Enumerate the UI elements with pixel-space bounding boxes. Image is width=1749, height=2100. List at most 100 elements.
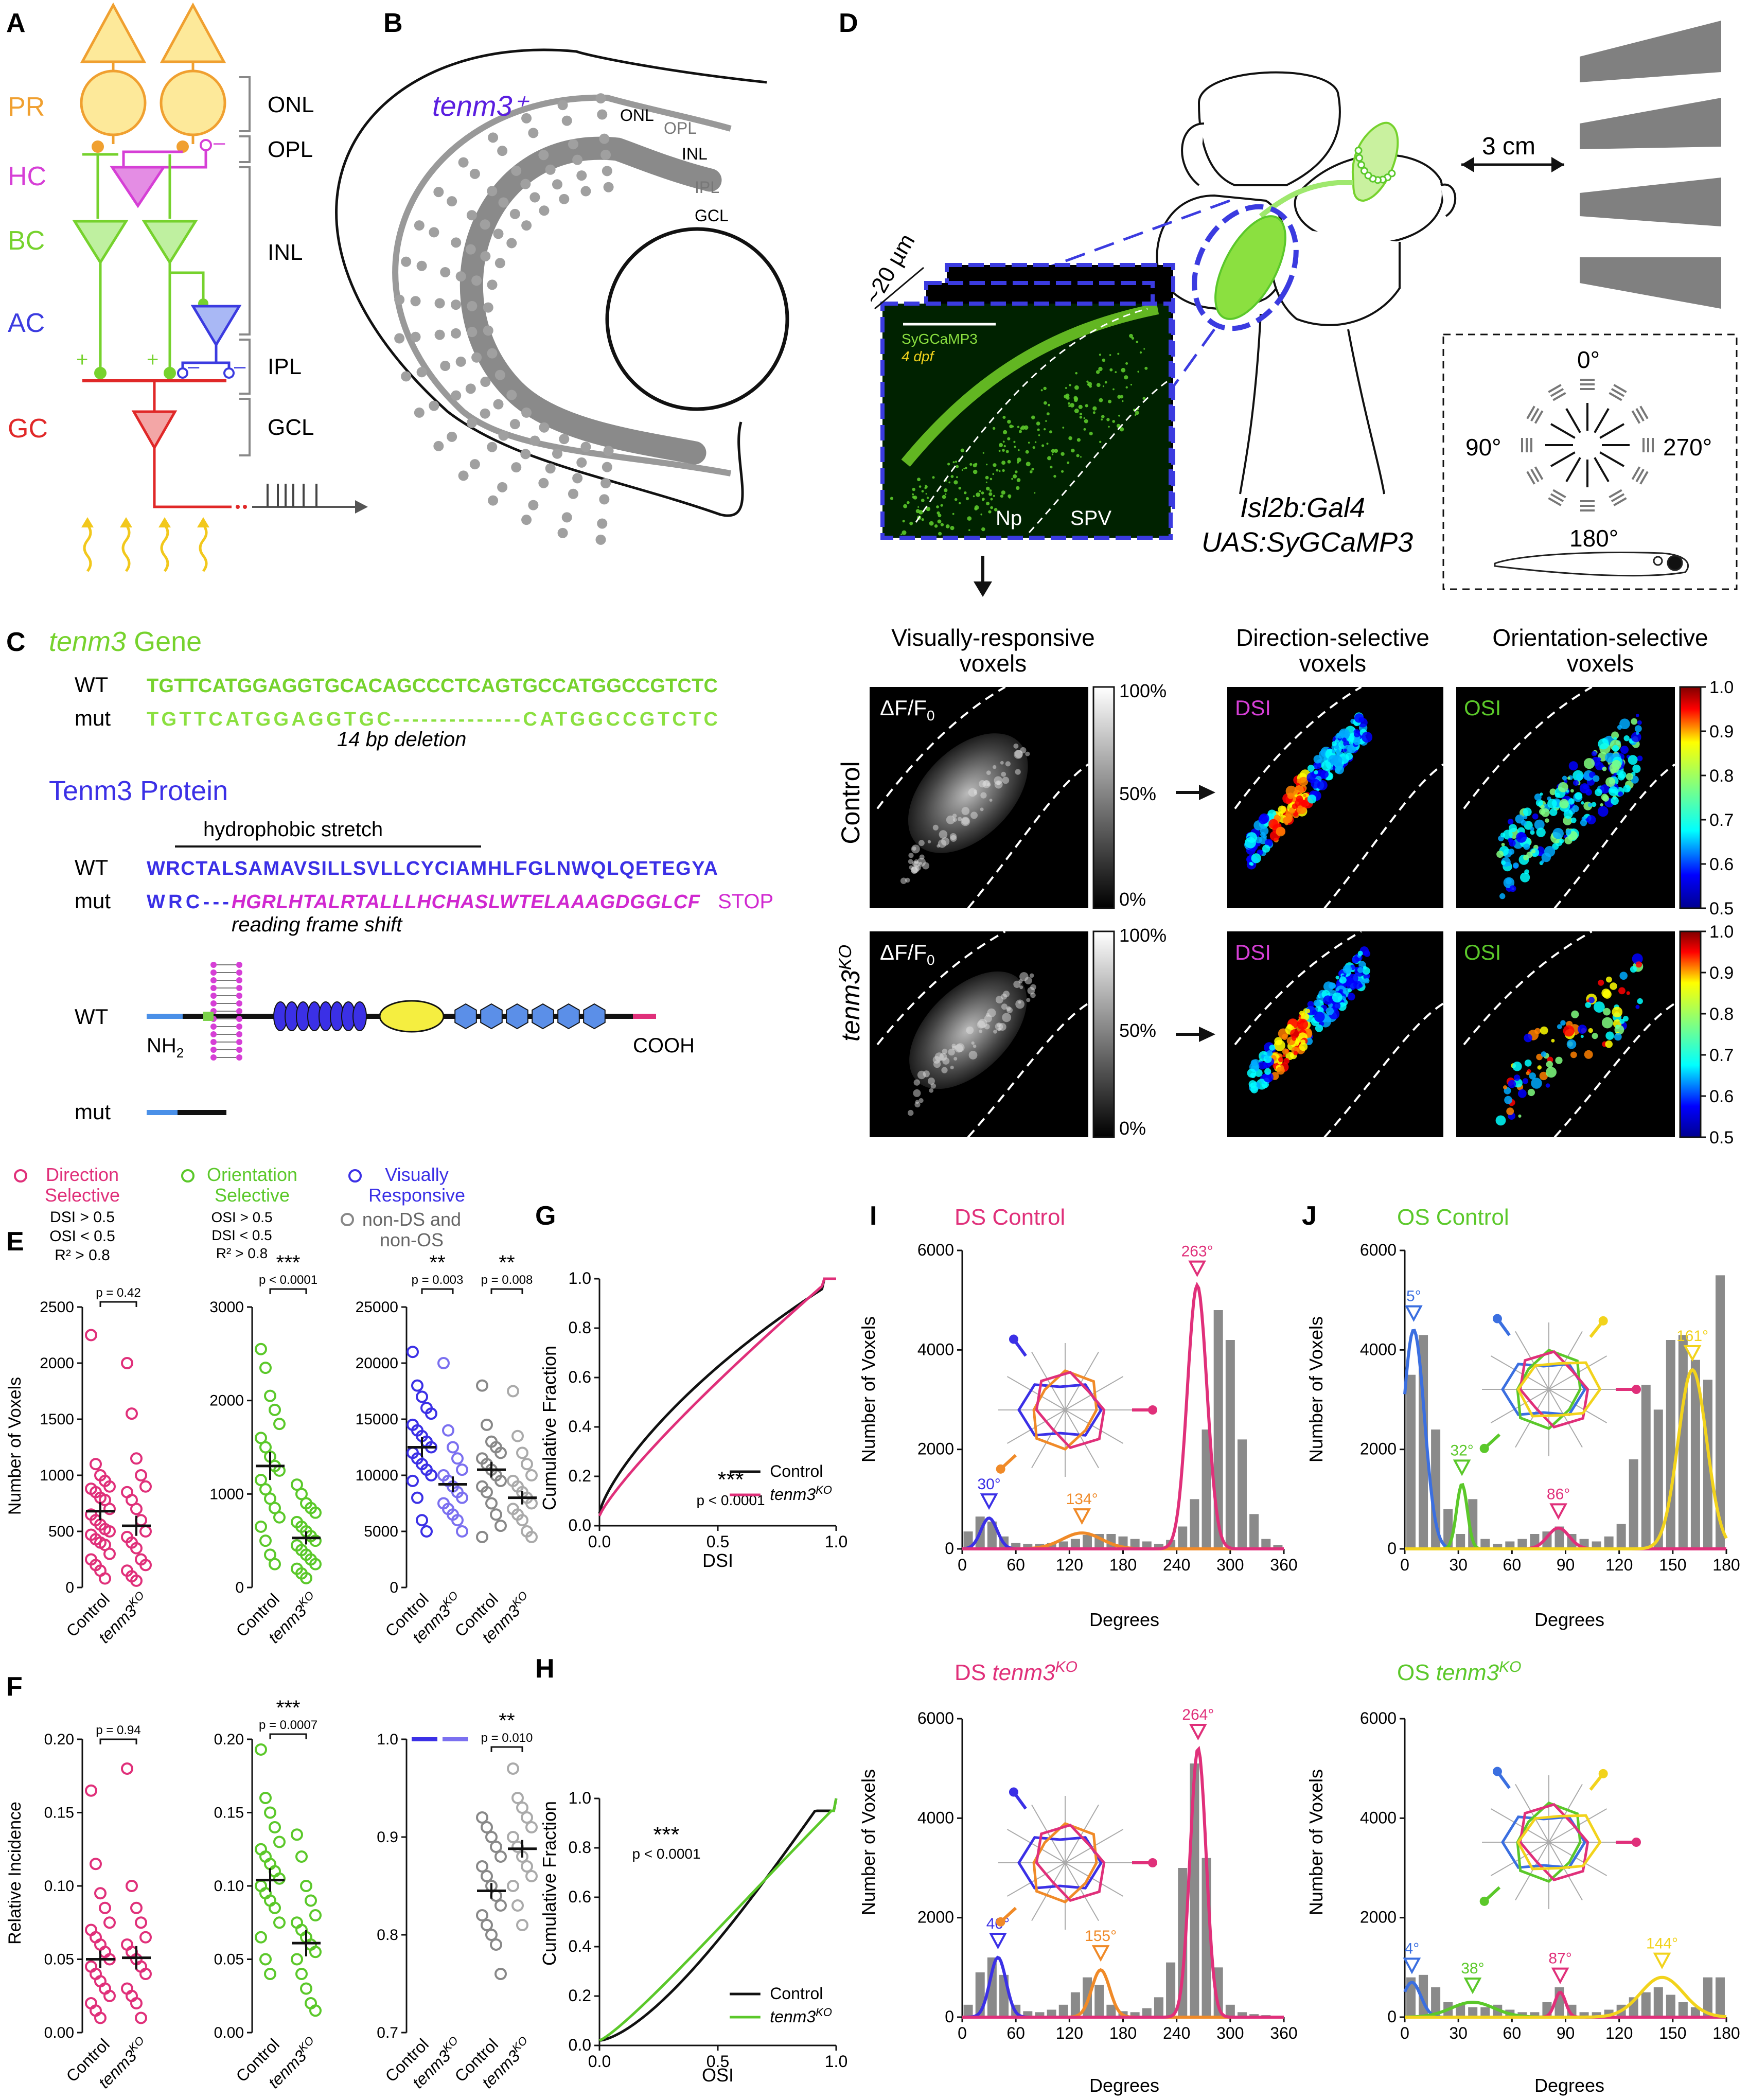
x-tick-label: 1.0 <box>825 1532 847 1551</box>
synapse-dot <box>1096 370 1100 374</box>
leg-os-c3: R² > 0.8 <box>216 1245 268 1261</box>
svg-text:NH2: NH2 <box>147 1034 184 1061</box>
data-point <box>269 1821 281 1833</box>
voxel <box>1339 976 1347 984</box>
x-tick-label: 360 <box>1270 2024 1297 2042</box>
synapse-dot <box>961 469 963 471</box>
prot-mut-seq-b: HGRLHTALRTALLLHCHASLWTELAAAGDGGLCF <box>232 891 701 913</box>
sig-bracket <box>490 1288 523 1294</box>
label-bc: BC <box>8 226 45 256</box>
retina-dot <box>552 448 562 459</box>
data-point <box>476 1379 488 1392</box>
x-tick-label: 120 <box>1605 2024 1633 2042</box>
polar-inset <box>996 1787 1157 1930</box>
voxel <box>1524 1060 1532 1067</box>
histogram-bar <box>1690 1360 1700 1549</box>
synapse-dot <box>1046 443 1049 445</box>
synapse-dot <box>975 463 978 466</box>
retina-dot <box>597 109 608 120</box>
voxel <box>1332 741 1337 747</box>
polar-spoke <box>1548 1389 1607 1423</box>
voxel <box>1332 1001 1341 1010</box>
voxel <box>1530 830 1535 835</box>
leg-ds-title: Direction <box>46 1164 119 1185</box>
jet-colorbar-1: 1.0 0.9 0.8 0.7 0.6 0.5 <box>1679 678 1734 919</box>
tile-bg <box>1227 931 1443 1137</box>
voxel <box>1509 885 1516 892</box>
bright-spot <box>913 1089 921 1097</box>
retina-outline <box>335 48 767 517</box>
synapse-dot <box>921 518 924 521</box>
histogram-bar <box>1142 1541 1152 1549</box>
tectum-dot <box>1354 146 1363 154</box>
voxel <box>1336 749 1340 753</box>
synapse-dot <box>982 499 984 501</box>
data-point <box>420 1525 433 1538</box>
bright-spot <box>979 1029 983 1033</box>
synapse-dot <box>1040 389 1043 392</box>
voxel <box>1545 1083 1550 1088</box>
histogram-bar <box>1592 1541 1601 1549</box>
synapse-dot <box>902 520 905 523</box>
leg-os-title: Orientation <box>207 1164 297 1185</box>
y-tick-label: 6000 <box>917 1241 954 1259</box>
voxel <box>1507 819 1514 825</box>
bright-spot <box>1024 977 1032 984</box>
data-point <box>135 1469 147 1481</box>
voxel <box>1351 956 1359 964</box>
bright-spot <box>948 1048 955 1056</box>
synapse-dot <box>1036 421 1040 426</box>
histogram-bar <box>1023 1544 1033 1549</box>
lipid-head <box>210 962 217 968</box>
arrow-head <box>996 1917 1005 1927</box>
data-point <box>291 1478 303 1491</box>
data-point <box>139 1559 152 1572</box>
data-point <box>481 1418 493 1431</box>
voxel <box>1513 1079 1523 1088</box>
peak-marker <box>989 1933 1007 1950</box>
direction-arrow <box>1599 451 1625 467</box>
histogram-bar <box>1070 1992 1080 2017</box>
panel-a-letter: A <box>6 8 26 38</box>
polar-spoke <box>1006 1376 1066 1410</box>
voxel <box>1571 1010 1579 1018</box>
synapse-dot <box>988 492 993 496</box>
egf-domain <box>352 1001 367 1031</box>
tectum-circle <box>1192 204 1299 331</box>
synapse-dot <box>1003 430 1008 435</box>
histogram-bar <box>1249 1514 1259 1549</box>
x-tick-label: 60 <box>1006 2024 1025 2042</box>
bright-spot <box>995 996 1003 1004</box>
larva-side <box>1494 552 1689 577</box>
histogram-bar <box>1703 1977 1712 2017</box>
data-point <box>451 1514 464 1527</box>
histogram-bar <box>1690 2007 1700 2017</box>
voxel <box>1337 733 1343 739</box>
data-point <box>511 1430 524 1442</box>
data-point <box>476 1530 488 1543</box>
synapse-dot <box>1142 397 1146 400</box>
dff-label: ΔF/F0 <box>880 940 935 968</box>
synapse-dot <box>1085 404 1088 408</box>
histogram-bar <box>1058 2004 1068 2017</box>
direction-arrow <box>1550 423 1576 439</box>
voxel <box>1314 1002 1318 1006</box>
voxel <box>1529 1072 1536 1080</box>
retina-dot <box>552 179 562 190</box>
stop-label: STOP <box>718 890 773 913</box>
data-point <box>269 1403 281 1416</box>
voxel <box>1508 849 1514 855</box>
voxel <box>1602 766 1607 771</box>
b-inl: INL <box>682 145 708 163</box>
synapse-dot <box>1099 354 1101 356</box>
retina-dot <box>521 220 532 231</box>
x-tick-label: 360 <box>1270 1556 1297 1574</box>
synapse-dot <box>1054 449 1058 453</box>
gray-colorbar-1: 100% 50% 0% <box>1092 680 1167 910</box>
synapse-dot <box>912 487 915 491</box>
synapse-dot <box>1051 449 1055 453</box>
synapse-dot <box>1125 362 1128 365</box>
sig-bracket <box>490 1746 523 1752</box>
retina-dot <box>483 302 493 313</box>
data-point <box>90 1858 102 1870</box>
